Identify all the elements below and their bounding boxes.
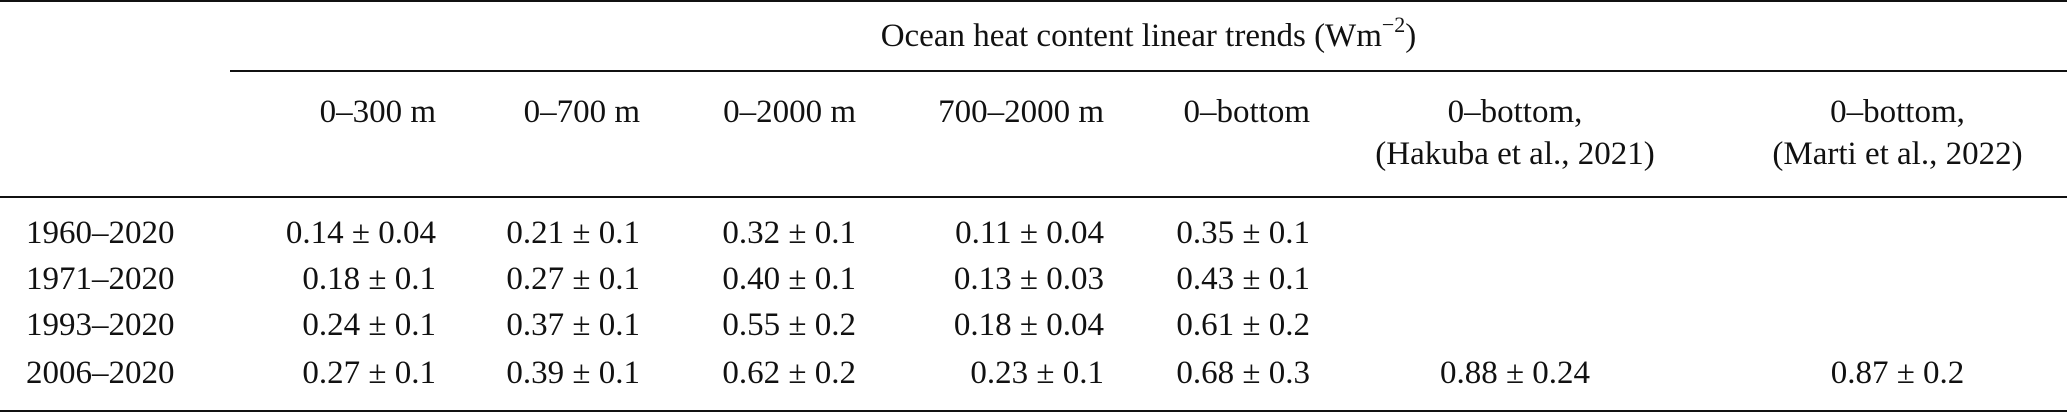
column-header-0-300m: 0–300 m	[319, 94, 436, 130]
row-label-2006-2020: 2006–2020	[26, 355, 175, 391]
spanner-header-close: )	[1405, 18, 1417, 54]
table-cell: 0.35 ± 0.1	[1176, 215, 1310, 251]
column-header-hakuba-line1: 0–bottom,	[1447, 94, 1583, 130]
row-label-1960-2020: 1960–2020	[26, 215, 175, 251]
table-cell: 0.62 ± 0.2	[722, 355, 856, 391]
table-cell: 0.68 ± 0.3	[1176, 355, 1310, 391]
column-header-0-700m: 0–700 m	[523, 94, 640, 130]
table-cell-hakuba: 0.88 ± 0.24	[1439, 355, 1591, 391]
table-cell: 0.13 ± 0.03	[953, 261, 1104, 297]
row-label-1993-2020: 1993–2020	[26, 307, 175, 343]
column-header-hakuba-line2: (Hakuba et al., 2021)	[1375, 136, 1655, 172]
row-label-1971-2020: 1971–2020	[26, 261, 175, 297]
table-cell: 0.18 ± 0.1	[302, 261, 436, 297]
column-header-0-2000m: 0–2000 m	[723, 94, 856, 130]
table-cell: 0.39 ± 0.1	[506, 355, 640, 391]
spanner-header: Ocean heat content linear trends (Wm−2)	[230, 14, 2067, 56]
table-bottom-rule	[0, 410, 2067, 412]
column-header-700-2000m: 700–2000 m	[938, 94, 1104, 130]
column-header-marti-line1: 0–bottom,	[1830, 94, 1965, 130]
table-cell: 0.14 ± 0.04	[285, 215, 436, 251]
table-top-rule	[0, 0, 2067, 2]
table-cell: 0.32 ± 0.1	[722, 215, 856, 251]
spanner-rule	[230, 70, 2067, 72]
table-cell: 0.11 ± 0.04	[955, 215, 1104, 251]
table-cell: 0.24 ± 0.1	[302, 307, 436, 343]
table-cell: 0.37 ± 0.1	[506, 307, 640, 343]
header-body-rule	[0, 196, 2067, 198]
table-cell: 0.27 ± 0.1	[506, 261, 640, 297]
spanner-header-text: Ocean heat content linear trends (Wm	[880, 18, 1382, 54]
table-cell: 0.21 ± 0.1	[506, 215, 640, 251]
table-cell: 0.55 ± 0.2	[722, 307, 856, 343]
table-cell: 0.23 ± 0.1	[970, 355, 1104, 391]
table-cell: 0.18 ± 0.04	[953, 307, 1104, 343]
table-cell: 0.61 ± 0.2	[1176, 307, 1310, 343]
table-cell-marti: 0.87 ± 0.2	[1830, 355, 1965, 391]
table-cell: 0.27 ± 0.1	[302, 355, 436, 391]
spanner-header-superscript: −2	[1381, 12, 1406, 37]
table-cell: 0.40 ± 0.1	[722, 261, 856, 297]
table-cell: 0.43 ± 0.1	[1176, 261, 1310, 297]
column-header-0-bottom: 0–bottom	[1183, 94, 1310, 130]
column-header-marti-line2: (Marti et al., 2022)	[1772, 136, 2023, 172]
